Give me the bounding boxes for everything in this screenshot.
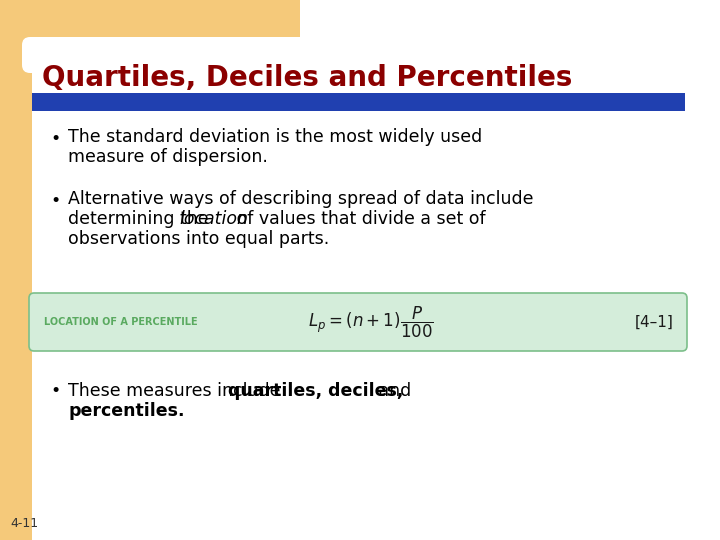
Text: LOCATION OF A PERCENTILE: LOCATION OF A PERCENTILE [44,317,197,327]
Polygon shape [300,0,720,55]
Text: and: and [373,382,411,400]
Text: •: • [50,382,60,400]
Text: determining the: determining the [68,210,214,228]
Text: •: • [50,192,60,210]
Text: •: • [50,130,60,148]
Text: of values that divide a set of: of values that divide a set of [231,210,486,228]
Text: percentiles.: percentiles. [68,402,184,420]
Text: $L_p = (n + 1)\dfrac{P}{100}$: $L_p = (n + 1)\dfrac{P}{100}$ [308,305,434,340]
Text: measure of dispersion.: measure of dispersion. [68,148,268,166]
Text: location: location [179,210,248,228]
Text: observations into equal parts.: observations into equal parts. [68,230,329,248]
Bar [0,0,32,540]
Text: 4-11: 4-11 [10,517,38,530]
Text: These measures include: These measures include [68,382,286,400]
Text: [4–1]: [4–1] [635,314,674,329]
FancyBboxPatch shape [22,37,318,73]
Bar [0,0,300,52]
Text: Alternative ways of describing spread of data include: Alternative ways of describing spread of… [68,190,534,208]
FancyBboxPatch shape [29,293,687,351]
Bar [32,93,685,111]
Text: quartiles, deciles,: quartiles, deciles, [228,382,403,400]
Text: The standard deviation is the most widely used: The standard deviation is the most widel… [68,128,482,146]
Text: Quartiles, Deciles and Percentiles: Quartiles, Deciles and Percentiles [42,64,572,92]
